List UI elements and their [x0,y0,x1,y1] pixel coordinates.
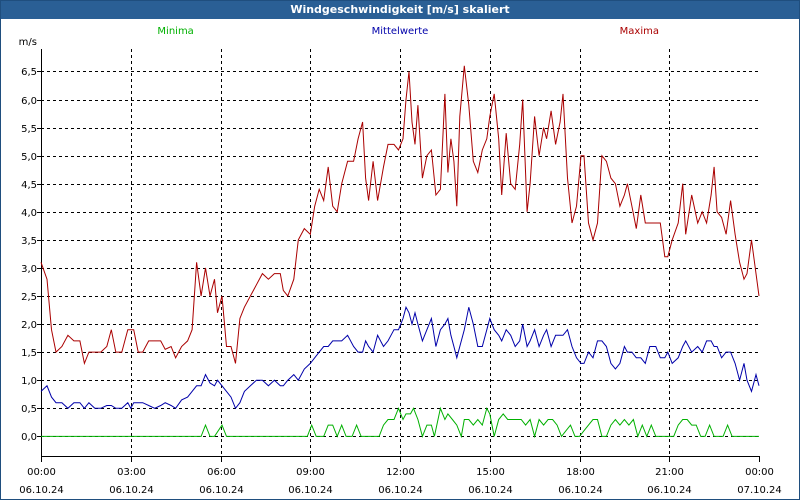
x-tick-date-label: 06.10.24 [647,485,692,496]
x-tick-date-label: 06.10.24 [288,485,333,496]
y-tick-label: 5,0 [21,152,37,163]
x-tick-time-label: 18:00 [566,467,595,478]
x-tick-date-label: 06.10.24 [378,485,423,496]
y-tick-label: 0,0 [21,432,37,443]
y-tick-label: 4,0 [21,208,37,219]
x-tick-date-label: 06.10.24 [109,485,154,496]
x-tick-date-label: 06.10.24 [468,485,513,496]
legend: Minima Mittelwerte Maxima [157,26,659,37]
chart-svg: 0,0 0,5 1,0 1,5 2,0 2,5 3,0 3,5 4,0 4,5 5,0 5,5 6,0 6… [19,26,782,496]
x-tick-time-label: 21:00 [655,467,684,478]
x-axis: 00:00 06.10.24 03:00 06.10.24 06:00 06.10.24 0… [19,456,782,496]
x-tick-date-label: 06.10.24 [19,485,64,496]
legend-item-minima: Minima [157,26,193,37]
y-tick-label: 1,0 [21,376,37,387]
y-tick-label: 3,0 [21,264,37,275]
x-tick-time-label: 12:00 [386,467,415,478]
y-tick-label: 1,5 [21,348,37,359]
y-tick-label: 0,5 [21,404,37,415]
chart-title: Windgeschwindigkeit [m/s] skaliert [1,1,799,19]
x-tick-time-label: 00:00 [745,467,774,478]
x-tick-date-label: 06.10.24 [558,485,603,496]
y-axis: 0,0 0,5 1,0 1,5 2,0 2,5 3,0 3,5 4,0 4,5 5,0 5,5 6,0 6… [19,37,41,443]
series-line-mittelwerte [40,305,760,410]
x-tick-time-label: 06:00 [207,467,236,478]
x-tick-time-label: 00:00 [27,467,56,478]
series-line-minima [41,406,759,439]
y-axis-label: m/s [19,37,37,48]
x-tick-date-label: 06.10.24 [199,485,244,496]
y-tick-label: 4,5 [21,180,37,191]
plot-area [40,65,760,439]
x-tick-time-label: 09:00 [296,467,325,478]
y-tick-label: 2,0 [21,320,37,331]
x-tick-time-label: 03:00 [117,467,146,478]
y-tick-label: 5,5 [21,124,37,135]
grid-lines [41,49,759,456]
legend-item-maxima: Maxima [620,26,659,37]
y-tick-label: 2,5 [21,292,37,303]
y-tick-label: 3,5 [21,236,37,247]
x-tick-time-label: 15:00 [476,467,505,478]
y-tick-label: 6,0 [21,96,37,107]
y-tick-label: 6,5 [21,67,37,78]
series-line-maxima [40,65,760,366]
legend-item-mittelwerte: Mittelwerte [372,26,429,37]
x-tick-date-label: 07.10.24 [737,485,782,496]
